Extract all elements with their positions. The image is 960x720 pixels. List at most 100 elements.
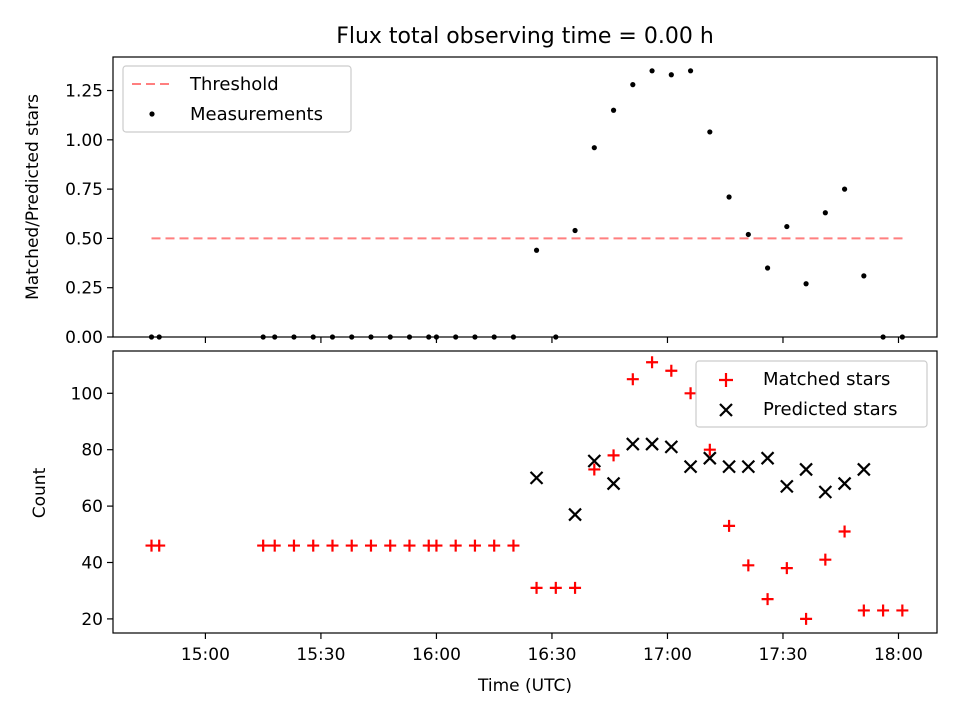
measurement-point (764, 265, 771, 271)
predicted-star-point (568, 507, 582, 522)
predicted-star-point (587, 454, 602, 468)
top-plot-frame (112, 56, 938, 338)
legend-predicted-swatch (719, 403, 733, 417)
matched-star-point (287, 539, 300, 552)
top-chart-title: Flux total observing time = 0.00 h (336, 24, 714, 49)
matched-star-point (468, 539, 481, 552)
matched-star-point (761, 593, 774, 606)
matched-star-point (153, 539, 166, 552)
top-y-tick-label: 0.25 (65, 279, 103, 299)
matched-star-point (665, 364, 678, 377)
matched-star-point (549, 581, 562, 594)
bottom-y-tick-label: 40 (81, 554, 103, 574)
top-y-axis-label: Matched/Predicted stars (23, 94, 43, 300)
legend-measurements-label: Measurements (190, 104, 323, 125)
measurement-point (726, 194, 732, 200)
legend-matched-swatch (719, 373, 733, 387)
matched-star-point (819, 553, 832, 566)
measurement-point (668, 72, 674, 78)
top-legend: Threshold Measurements (122, 65, 352, 133)
predicted-star-point (780, 479, 794, 494)
bottom-x-tick-label: 15:30 (296, 645, 345, 665)
bottom-y-tick-label: 100 (71, 384, 103, 404)
matched-star-point (326, 539, 339, 552)
measurement-point (533, 247, 540, 253)
bottom-y-tick-label: 60 (81, 497, 103, 517)
matched-star-point (268, 539, 281, 552)
matched-star-point (384, 539, 397, 552)
predicted-star-point (529, 471, 544, 485)
matched-star-point (800, 612, 813, 625)
measurement-point (707, 129, 713, 135)
matched-star-point (646, 356, 659, 369)
top-y-tick-label: 0.75 (65, 180, 103, 200)
matched-star-point (607, 449, 620, 462)
matched-star-point (780, 562, 793, 575)
predicted-star-point (645, 437, 659, 451)
predicted-star-point (664, 440, 679, 454)
matched-star-point (684, 387, 697, 400)
top-y-tick-label: 1.00 (65, 131, 103, 151)
top-axis-ticks: 0.00 0.25 0.50 0.75 1.00 1.25 (65, 82, 900, 348)
top-chart-marks (148, 68, 907, 340)
matched-star-point (857, 604, 870, 617)
measurement-point (610, 107, 617, 113)
matched-star-point (507, 539, 520, 552)
bottom-y-axis-label: Count (30, 467, 50, 518)
matched-star-point (257, 539, 270, 552)
matched-star-point (896, 604, 909, 617)
matched-star-point (449, 539, 462, 552)
legend-measurements-swatch (149, 111, 155, 117)
matched-star-point (345, 539, 358, 552)
matched-star-point (877, 604, 890, 617)
predicted-star-point (741, 459, 756, 474)
legend-matched-label: Matched stars (763, 369, 890, 390)
bottom-chart-marks (145, 356, 909, 625)
bottom-axis-ticks: 20 40 60 80 100 15:00 15:30 16:00 16:30 17:00 17:3… (71, 384, 923, 665)
legend-threshold-label: Threshold (189, 74, 279, 95)
predicted-star-point (818, 485, 833, 499)
matched-star-point (626, 373, 639, 386)
bottom-y-tick-label: 20 (81, 610, 103, 630)
measurement-point (803, 281, 809, 287)
measurement-point (841, 186, 848, 192)
measurement-point (861, 273, 867, 279)
top-y-tick-label: 0.00 (65, 328, 103, 348)
bottom-x-tick-label: 16:30 (527, 645, 576, 665)
measurement-point (649, 68, 655, 74)
bottom-x-axis-label: Time (UTC) (477, 676, 572, 696)
bottom-x-tick-label: 16:00 (412, 645, 461, 665)
top-y-tick-label: 1.25 (65, 82, 103, 102)
bottom-x-tick-label: 17:00 (643, 645, 692, 665)
predicted-star-point (799, 462, 813, 477)
predicted-star-point (606, 476, 621, 491)
predicted-star-point (703, 451, 717, 465)
legend-predicted-label: Predicted stars (763, 399, 897, 420)
top-y-tick-label: 0.50 (65, 229, 103, 249)
measurement-point (572, 227, 578, 234)
predicted-star-point (760, 451, 775, 465)
bottom-x-tick-label: 18:00 (874, 645, 923, 665)
bottom-panel: Count Time (UTC) 20 40 60 80 100 15:00 15:30 16… (30, 350, 938, 696)
bottom-plot-frame (112, 350, 938, 634)
matched-star-point (488, 539, 501, 552)
matched-star-point (703, 443, 716, 456)
matched-star-point (364, 539, 377, 552)
matched-star-point (307, 539, 320, 552)
matched-star-point (569, 581, 582, 594)
matched-star-point (588, 463, 601, 476)
bottom-y-tick-label: 80 (81, 441, 103, 461)
bottom-legend: Matched stars Predicted stars (695, 360, 928, 428)
top-panel: Flux total observing time = 0.00 h Match… (23, 24, 938, 348)
measurement-point (745, 231, 751, 238)
measurement-point (784, 223, 790, 230)
matched-star-point (430, 539, 443, 552)
measurement-point (591, 145, 597, 151)
bottom-x-tick-label: 15:00 (181, 645, 230, 665)
matched-star-point (403, 539, 416, 552)
top-legend-box (122, 65, 352, 133)
predicted-star-point (857, 462, 871, 477)
predicted-star-point (837, 476, 852, 491)
measurement-point (687, 68, 694, 74)
